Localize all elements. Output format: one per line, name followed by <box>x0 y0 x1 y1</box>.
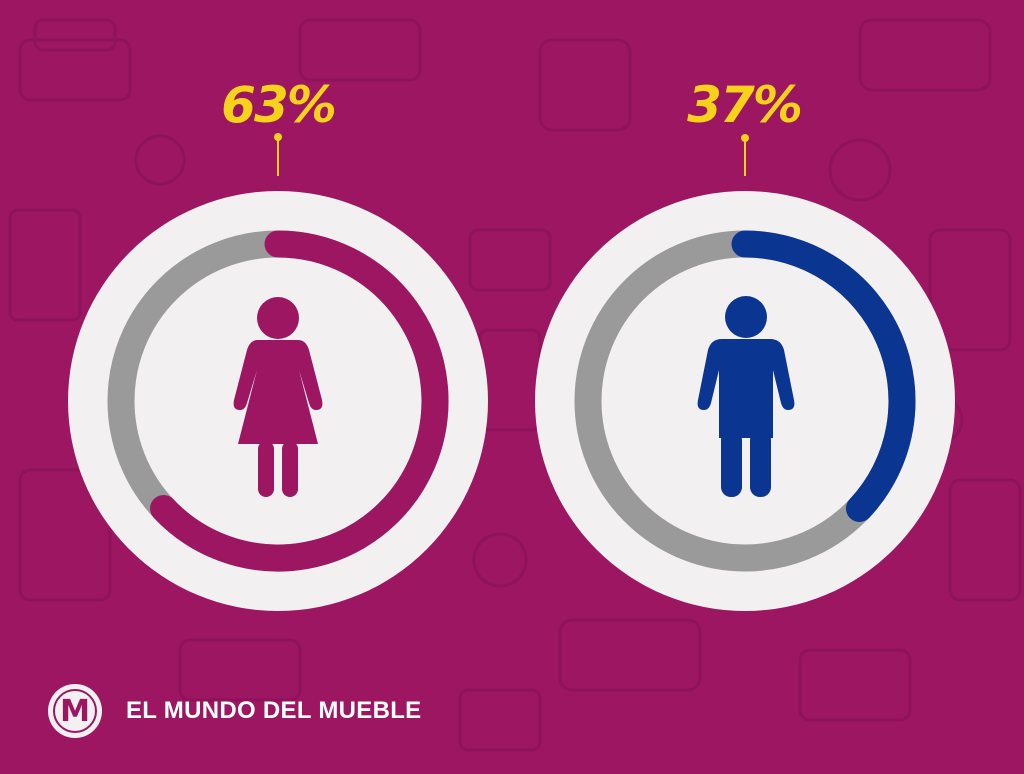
brand-footer: M EL MUNDO DEL MUEBLE <box>48 683 422 739</box>
men-percent-label: 37% <box>687 76 803 134</box>
brand-logo-letter: M <box>53 689 97 733</box>
men-value-arc <box>731 230 916 522</box>
woman-icon <box>233 297 323 497</box>
women-callout-dot <box>274 133 282 141</box>
donut-chart-men <box>535 134 955 611</box>
brand-logo-icon: M <box>48 684 102 738</box>
women-percent-label: 63% <box>221 76 337 134</box>
donut-chart-women <box>68 133 488 611</box>
man-icon <box>697 296 795 497</box>
brand-name: EL MUNDO DEL MUEBLE <box>126 697 422 724</box>
men-callout-dot <box>741 134 749 142</box>
women-value-arc <box>150 230 449 572</box>
